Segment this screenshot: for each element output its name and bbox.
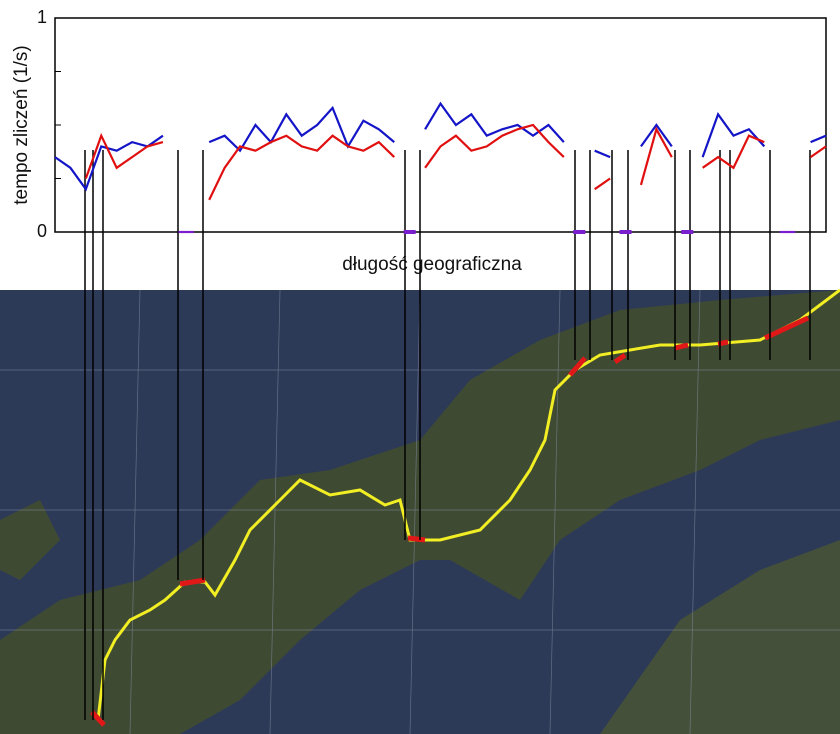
plot-frame — [54, 17, 827, 233]
map-grid — [0, 289, 840, 734]
y-tick-label: 1 — [37, 7, 47, 27]
route — [96, 288, 840, 721]
series-line — [208, 134, 396, 201]
y-axis-label: tempo zliczeń (1/s) — [11, 45, 32, 204]
series-line — [702, 134, 765, 170]
series-line — [594, 149, 611, 159]
series-line — [701, 111, 766, 158]
series-line — [809, 145, 827, 159]
series-line — [424, 101, 565, 143]
series-line — [208, 105, 395, 153]
series-line — [639, 126, 673, 186]
series-line — [54, 134, 164, 192]
series-line — [594, 177, 611, 191]
series-line — [424, 123, 565, 169]
series-line — [810, 134, 827, 144]
land — [600, 540, 840, 734]
land — [0, 500, 60, 580]
series-line — [84, 132, 164, 179]
x-axis-label: długość geograficzna — [342, 254, 522, 275]
y-tick-label: 0 — [37, 221, 47, 241]
series-line — [640, 123, 673, 148]
